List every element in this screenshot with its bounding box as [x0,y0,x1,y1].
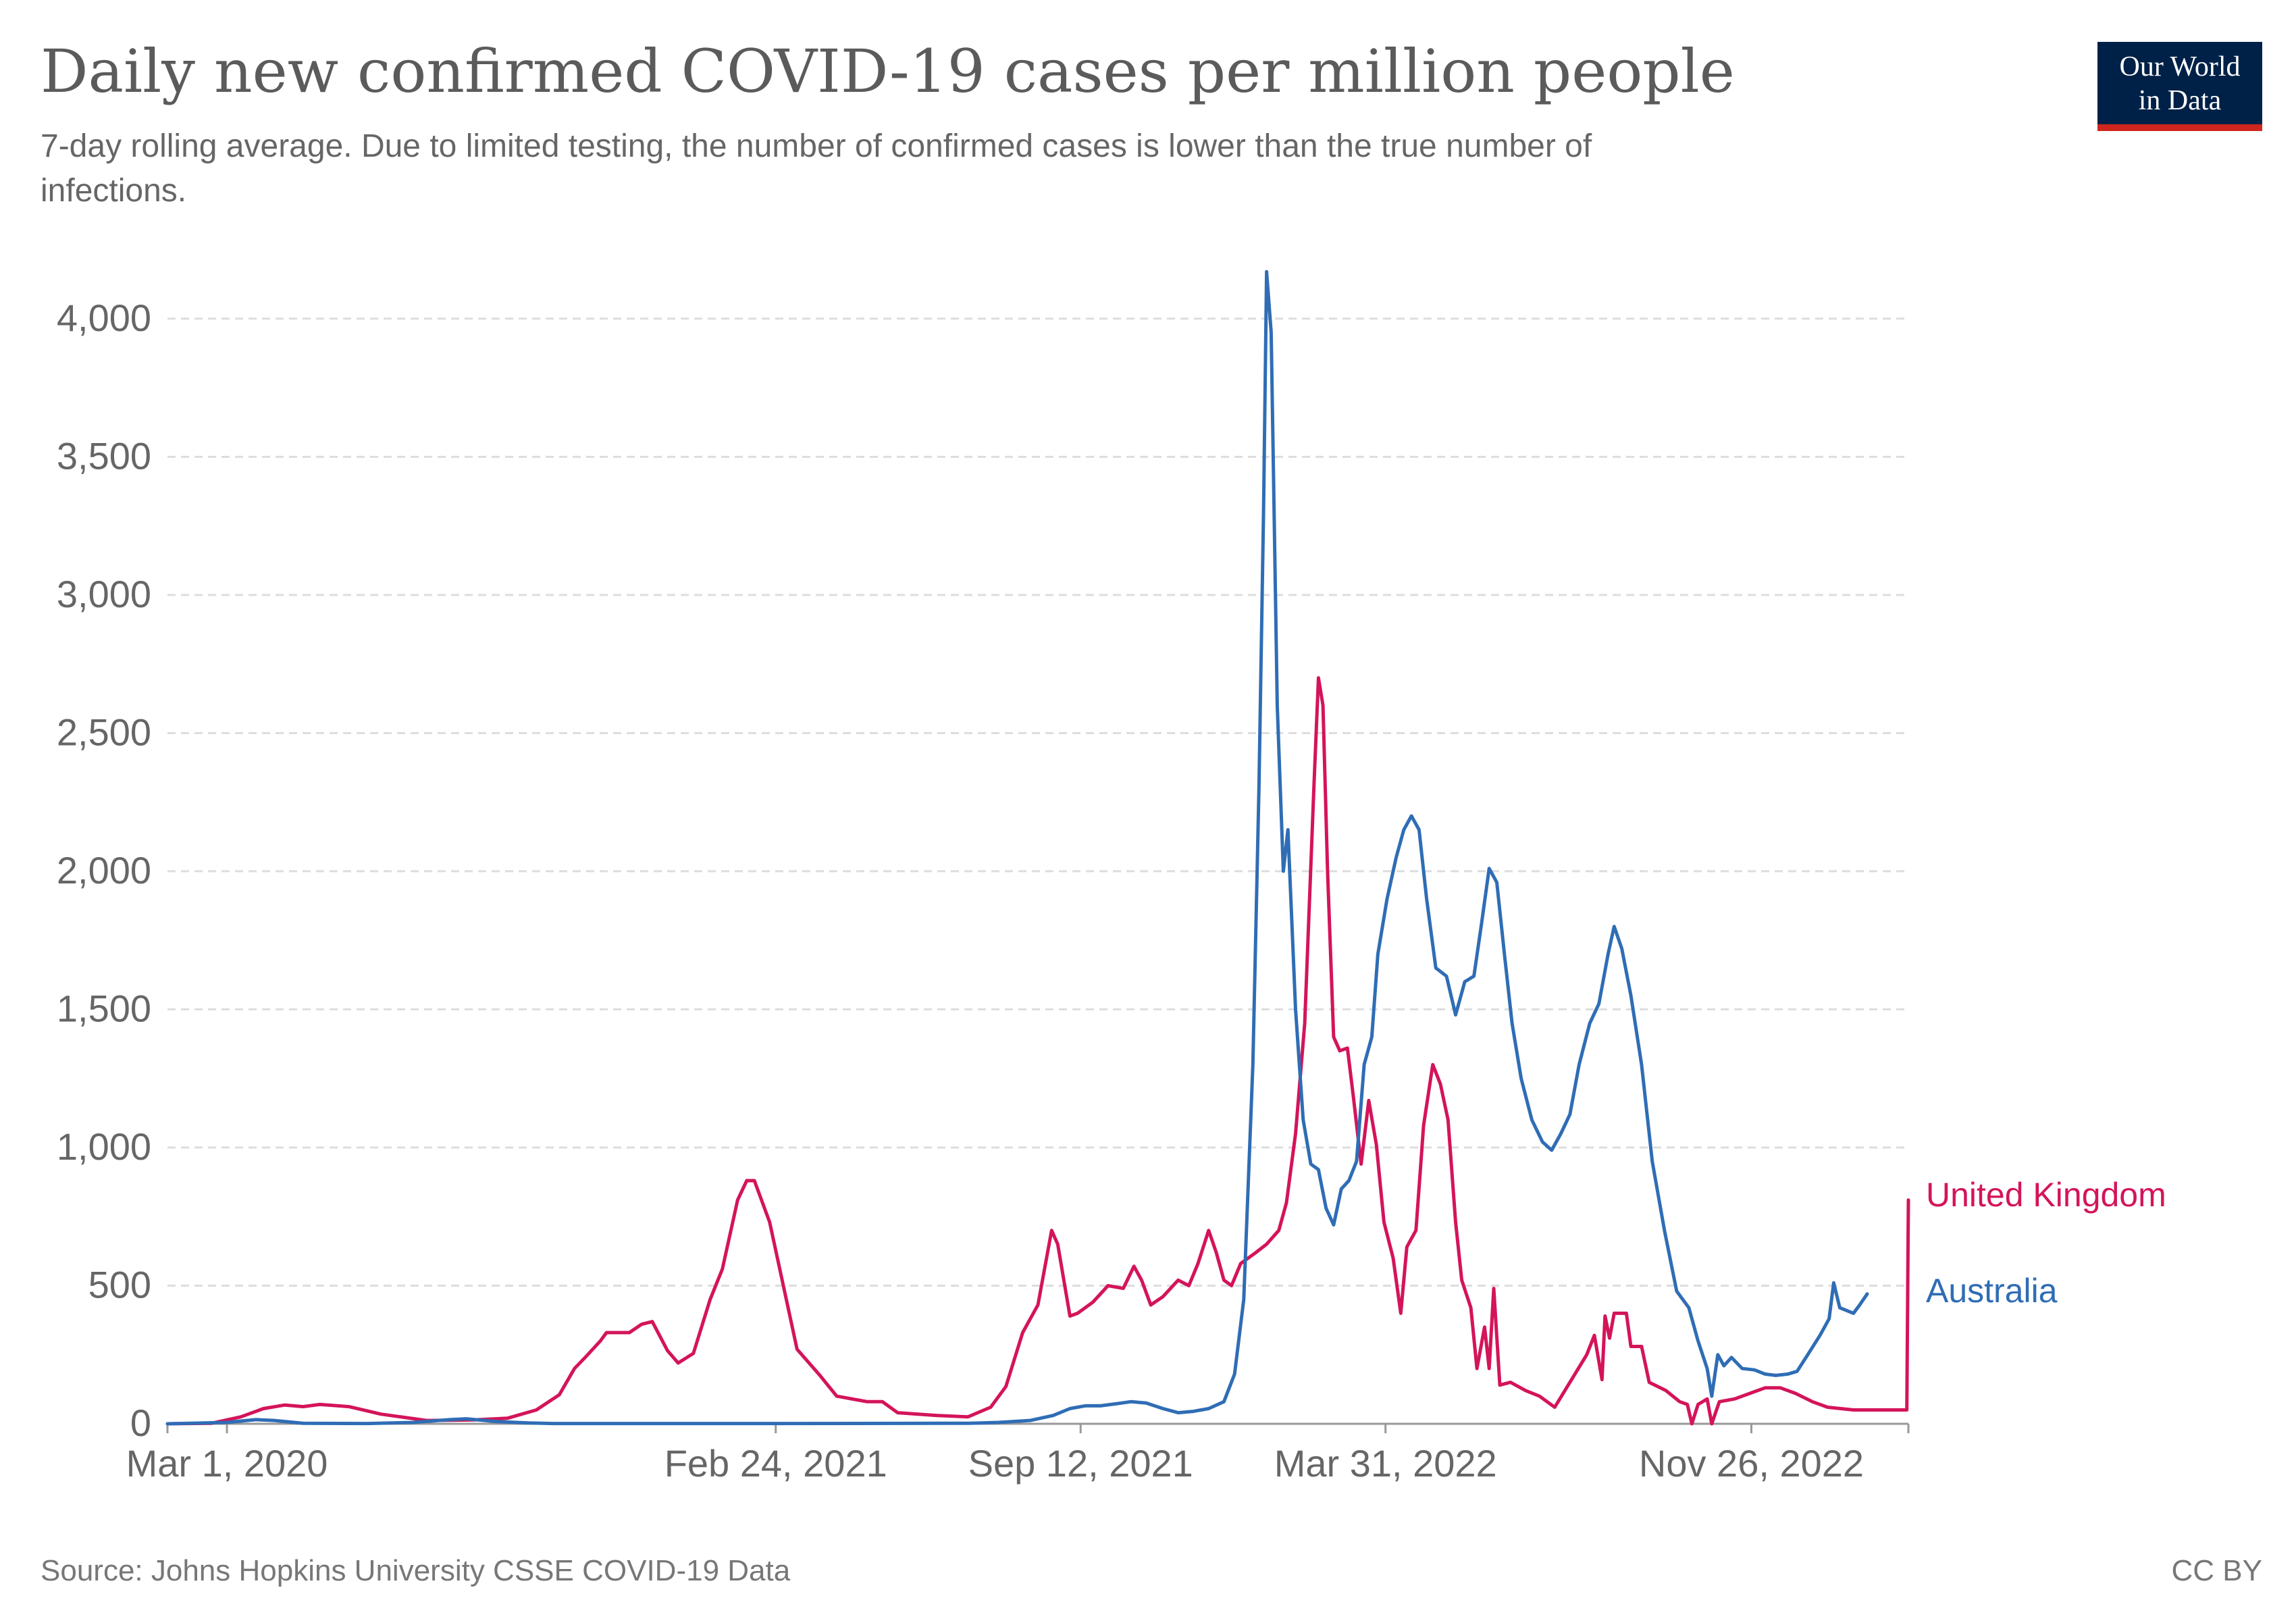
y-tick-label: 3,500 [57,434,151,477]
x-tick-label: Mar 31, 2022 [1274,1442,1497,1485]
x-tick-label: Nov 26, 2022 [1639,1442,1864,1485]
y-tick-label: 2,500 [57,711,151,753]
logo-accent-bar [2097,124,2262,131]
y-tick-label: 500 [88,1263,151,1306]
chart-title: Daily new confirmed COVID-19 cases per m… [41,36,1735,106]
logo-text-line-2: in Data [2139,85,2222,116]
y-tick-label: 2,000 [57,849,151,892]
x-tick-label: Mar 1, 2020 [126,1442,328,1485]
x-tick-label: Feb 24, 2021 [664,1442,887,1485]
series-label-australia[interactable]: Australia [1926,1272,2058,1310]
y-tick-label: 4,000 [57,297,151,339]
logo-background [2097,42,2262,130]
y-axis-ticks: 0 500 1,000 1,500 2,000 2,500 3,000 3,500 4,000 [57,297,151,1444]
logo-text-line-1: Our World [2120,51,2241,82]
y-tick-label: 3,000 [57,573,151,615]
chart-subtitle-line-1: 7-day rolling average. Due to limited te… [41,128,1592,164]
gridlines [167,317,1908,1287]
y-tick-label: 0 [130,1401,151,1444]
x-tick-label: Sep 12, 2021 [968,1442,1193,1485]
source-note: Source: Johns Hopkins University CSSE CO… [41,1554,791,1587]
license-link[interactable]: CC BY [2172,1554,2262,1587]
series-line-united-kingdom[interactable] [165,676,1910,1426]
series-labels: United Kingdom Australia [1926,1176,2166,1310]
x-axis: Mar 1, 2020 Feb 24, 2021 Sep 12, 2021 Mar 3… [126,1422,1910,1485]
plot-area [165,269,1910,1426]
y-tick-label: 1,000 [57,1125,151,1168]
series-line-australia[interactable] [165,269,1869,1426]
y-tick-label: 1,500 [57,987,151,1029]
series-label-united-kingdom[interactable]: United Kingdom [1926,1176,2166,1214]
chart-subtitle-line-2: infections. [41,173,186,209]
owid-logo[interactable]: Our World in Data [2097,42,2262,131]
